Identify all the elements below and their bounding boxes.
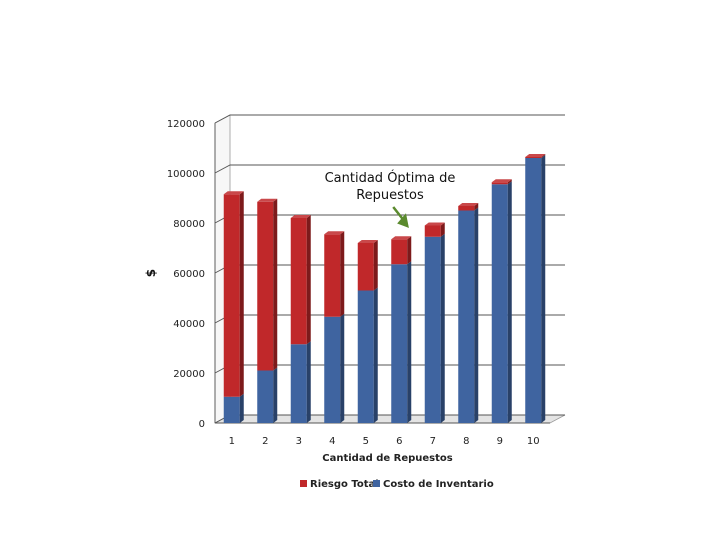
x-tick-label: 5 bbox=[363, 436, 369, 447]
bar-costo-de-inventario bbox=[525, 155, 546, 423]
bar-riesgo-total bbox=[290, 215, 311, 345]
annotation-line-2: Repuestos bbox=[356, 188, 424, 203]
bar-riesgo-total bbox=[525, 154, 546, 158]
bar-riesgo-total bbox=[424, 222, 445, 237]
legend-label-riesgo-total: Riesgo Total bbox=[310, 479, 379, 490]
legend-label-costo-de-inventario: Costo de Inventario bbox=[383, 479, 494, 490]
bar-costo-de-inventario bbox=[257, 367, 278, 423]
legend-swatch-costo-de-inventario bbox=[373, 480, 380, 487]
y-axis-label: $ bbox=[144, 269, 158, 277]
x-axis-ticks: 1 2 3 4 5 6 7 8 9 10 bbox=[229, 436, 540, 447]
gridline bbox=[214, 114, 565, 124]
y-tick-label: 0 bbox=[199, 419, 205, 430]
bar-costo-de-inventario bbox=[324, 313, 345, 423]
x-tick-label: 4 bbox=[329, 436, 335, 447]
y-tick-label: 120000 bbox=[167, 119, 205, 130]
x-tick-label: 10 bbox=[527, 436, 540, 447]
bars bbox=[223, 154, 546, 423]
x-axis-label: Cantidad de Repuestos bbox=[322, 453, 453, 464]
y-axis-ticks: 0 20000 40000 60000 80000 100000 120000 bbox=[167, 119, 205, 430]
bar-costo-de-inventario bbox=[424, 233, 445, 423]
x-tick-label: 7 bbox=[430, 436, 436, 447]
annotation-line-1: Cantidad Óptima de bbox=[325, 170, 456, 186]
gridline bbox=[214, 164, 565, 174]
bar-costo-de-inventario bbox=[491, 181, 512, 423]
x-tick-label: 6 bbox=[396, 436, 402, 447]
legend: Riesgo Total Costo de Inventario bbox=[300, 479, 494, 490]
bar-riesgo-total bbox=[223, 191, 244, 397]
bar-riesgo-total bbox=[458, 203, 479, 211]
bar-costo-de-inventario bbox=[391, 261, 412, 423]
bar-riesgo-total bbox=[357, 240, 378, 291]
bar-costo-de-inventario bbox=[290, 341, 311, 423]
x-tick-label: 1 bbox=[229, 436, 235, 447]
annotation: Cantidad Óptima de Repuestos bbox=[325, 170, 456, 228]
bar-costo-de-inventario bbox=[357, 287, 378, 423]
legend-swatch-riesgo-total bbox=[300, 480, 307, 487]
y-tick-label: 100000 bbox=[167, 169, 205, 180]
bar-riesgo-total bbox=[491, 179, 512, 185]
bar-costo-de-inventario bbox=[458, 207, 479, 423]
bar-riesgo-total bbox=[324, 231, 345, 317]
bar-riesgo-total bbox=[391, 236, 412, 265]
bar-costo-de-inventario bbox=[223, 393, 244, 423]
x-tick-label: 9 bbox=[497, 436, 503, 447]
y-tick-label: 60000 bbox=[173, 269, 205, 280]
x-tick-label: 2 bbox=[262, 436, 268, 447]
y-tick-label: 20000 bbox=[173, 369, 205, 380]
y-tick-label: 40000 bbox=[173, 319, 205, 330]
bar-riesgo-total bbox=[257, 198, 278, 371]
annotation-arrow-icon bbox=[392, 206, 409, 228]
x-tick-label: 8 bbox=[463, 436, 469, 447]
y-tick-label: 80000 bbox=[173, 219, 205, 230]
x-tick-label: 3 bbox=[296, 436, 302, 447]
